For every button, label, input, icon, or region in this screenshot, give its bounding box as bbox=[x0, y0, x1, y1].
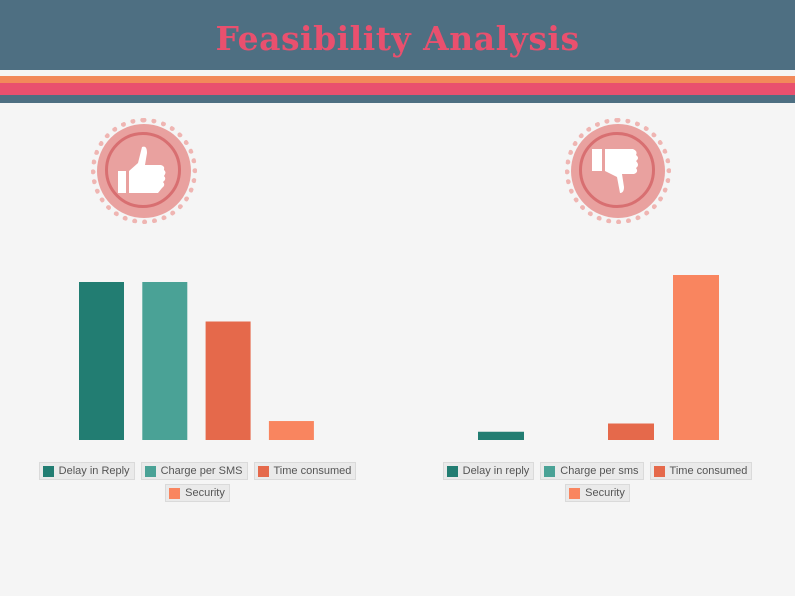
right-bar-3 bbox=[608, 423, 654, 440]
left-bar-2 bbox=[142, 282, 188, 440]
thumbs-down-icon bbox=[592, 149, 638, 193]
legend-label: Charge per sms bbox=[560, 465, 639, 477]
left-legend-item[interactable]: Delay in Reply bbox=[38, 462, 135, 480]
legend-label: Delay in reply bbox=[462, 465, 530, 477]
left-legend-item[interactable]: Charge per SMS bbox=[140, 462, 248, 480]
right-legend-item[interactable]: Time consumed bbox=[649, 462, 753, 480]
legend-swatch bbox=[544, 465, 556, 477]
stripe-slate bbox=[0, 95, 795, 103]
right-legend-item[interactable]: Delay in reply bbox=[442, 462, 535, 480]
right-bar-4 bbox=[673, 275, 719, 440]
right-legend-item[interactable]: Charge per sms bbox=[540, 462, 644, 480]
legend-label: Time consumed bbox=[669, 465, 748, 477]
chart-right bbox=[478, 275, 719, 440]
legend-left: Delay in Reply Charge per SMS Time consume… bbox=[20, 462, 375, 502]
legend-swatch bbox=[257, 465, 269, 477]
thumbs-up-icon bbox=[118, 146, 166, 193]
left-bar-4 bbox=[268, 421, 314, 440]
stripe-pink bbox=[0, 83, 795, 95]
legend-label: Security bbox=[185, 487, 225, 499]
thumbs-down-badge bbox=[565, 118, 671, 224]
header-bar bbox=[0, 0, 795, 70]
legend-swatch bbox=[446, 465, 458, 477]
stripe-orange bbox=[0, 76, 795, 83]
page-title: Feasibility Analysis bbox=[215, 19, 580, 58]
left-legend-item[interactable]: Time consumed bbox=[253, 462, 357, 480]
legend-label: Time consumed bbox=[273, 465, 352, 477]
legend-swatch bbox=[144, 465, 156, 477]
legend-swatch bbox=[569, 487, 581, 499]
stripe-white bbox=[0, 70, 795, 76]
right-legend-item[interactable]: Security bbox=[565, 484, 630, 502]
thumbs-up-badge bbox=[91, 118, 197, 224]
legend-label: Delay in Reply bbox=[58, 465, 130, 477]
legend-swatch bbox=[653, 465, 665, 477]
legend-label: Security bbox=[585, 487, 625, 499]
legend-swatch bbox=[42, 465, 54, 477]
chart-left bbox=[79, 282, 314, 440]
left-bar-1 bbox=[79, 282, 124, 440]
left-legend-item[interactable]: Security bbox=[165, 484, 230, 502]
left-bar-3 bbox=[205, 321, 251, 440]
legend-right: Delay in reply Charge per sms Time consume… bbox=[420, 462, 775, 502]
right-bar-1 bbox=[478, 431, 524, 440]
legend-swatch bbox=[169, 487, 181, 499]
legend-label: Charge per SMS bbox=[160, 465, 243, 477]
